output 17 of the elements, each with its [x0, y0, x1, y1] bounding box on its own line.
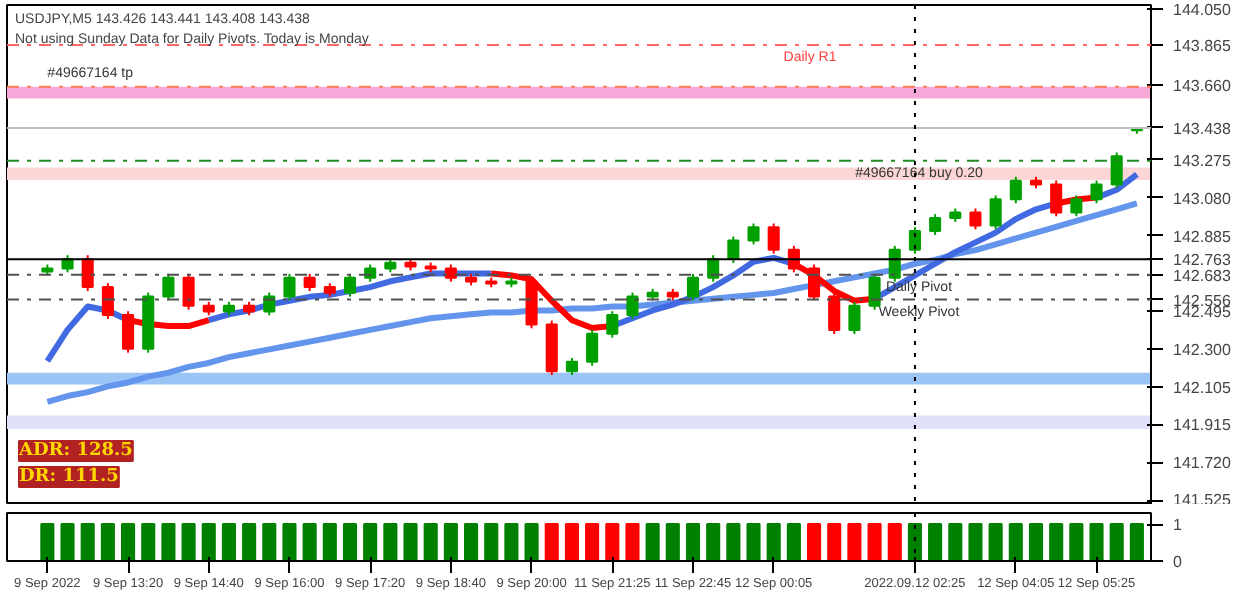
- y-tick-label: 141.915: [1173, 416, 1232, 435]
- y-tick-label: 143.275: [1173, 151, 1232, 170]
- annotation: DR: 111.5: [19, 467, 119, 487]
- y-tick-label: 0: [1173, 553, 1183, 571]
- y-tick-label: 142.763: [1173, 251, 1232, 270]
- y-tick-label: 142.683: [1173, 266, 1232, 285]
- y-tick-label: 143.438: [1173, 119, 1232, 138]
- y-tick-label: 144.050: [1173, 0, 1232, 19]
- y-tick-label: 1: [1173, 516, 1183, 535]
- y-tick-label: 143.865: [1173, 36, 1232, 55]
- y-tick-label: 142.885: [1173, 227, 1232, 246]
- y-tick-label: 142.105: [1173, 379, 1232, 398]
- y-tick-label: 143.080: [1173, 189, 1232, 208]
- y-tick-label: 141.720: [1173, 454, 1232, 473]
- y-tick-label: 142.300: [1173, 341, 1232, 360]
- y-tick-label: 143.660: [1173, 76, 1232, 95]
- annotation: ADR: 128.5: [17, 441, 133, 461]
